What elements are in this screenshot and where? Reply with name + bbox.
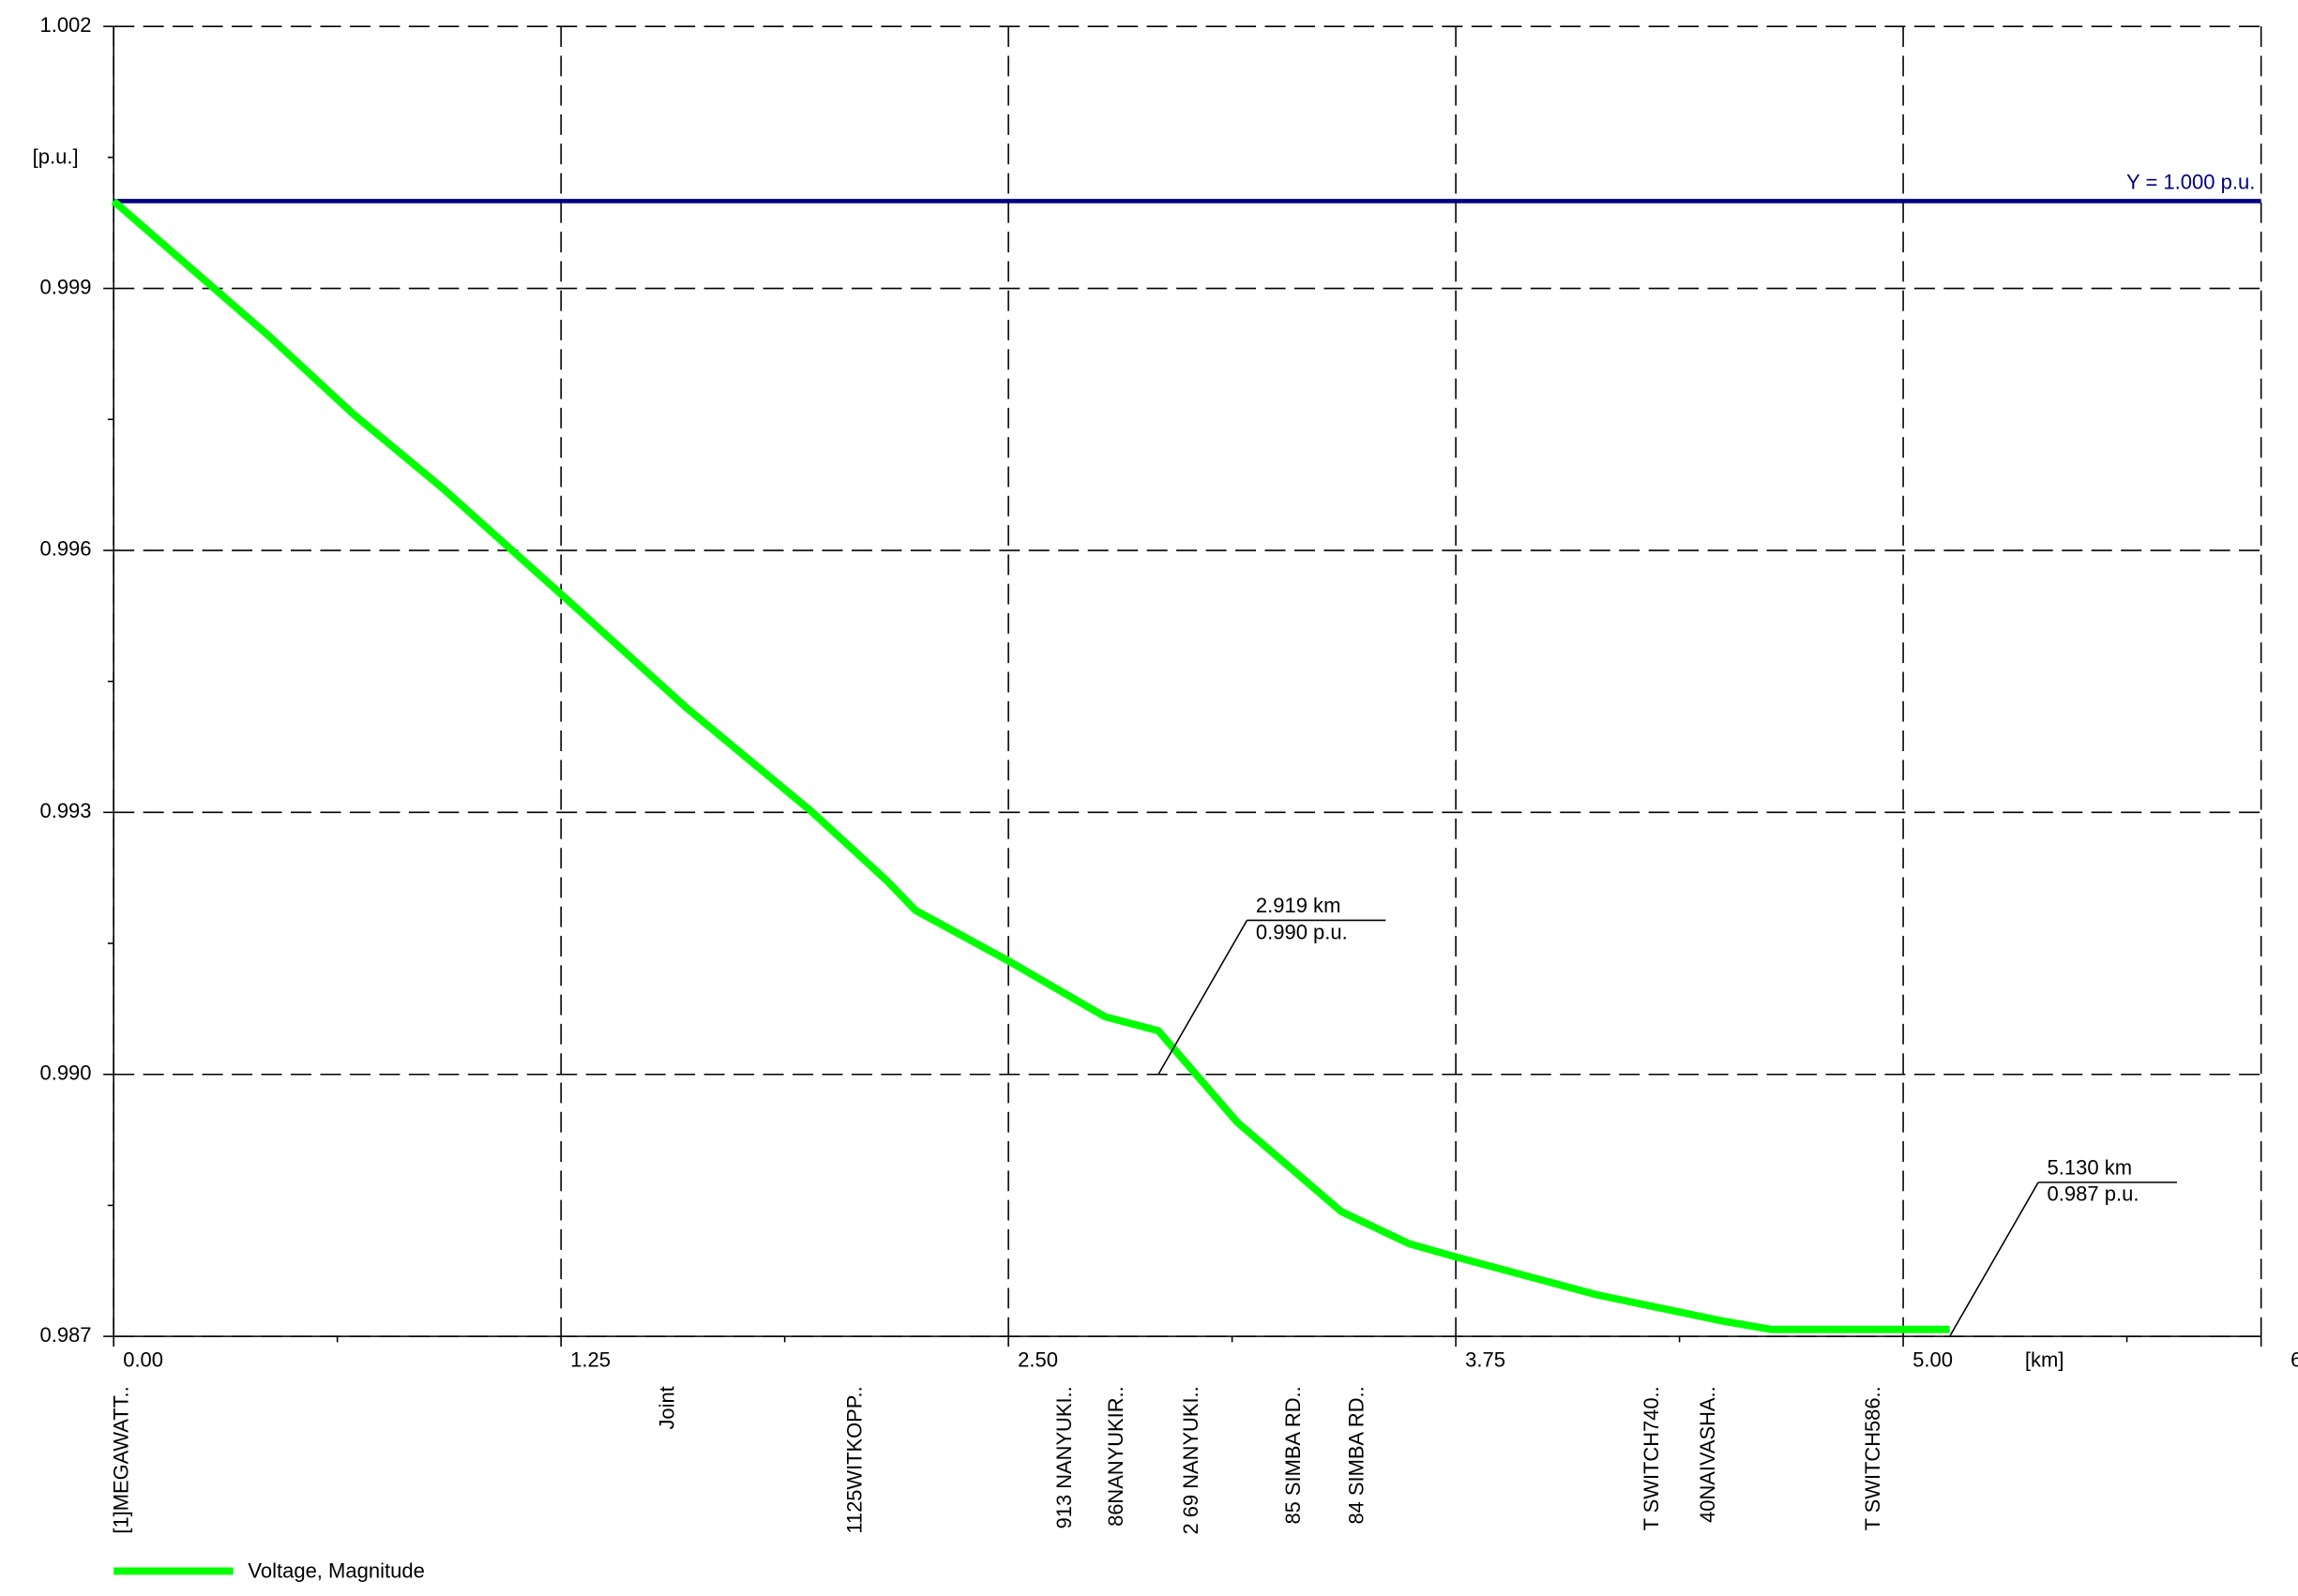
y-tick-label: 0.996: [39, 537, 91, 561]
node-label: T SWITCH740..: [1640, 1386, 1663, 1530]
x-tick-label: 1.25: [570, 1348, 611, 1372]
x-tick-label: 2.50: [1018, 1348, 1058, 1372]
x-tick-label: 5.00: [1912, 1348, 1953, 1372]
x-unit: [km]: [2025, 1348, 2064, 1372]
node-label: 913 NANYUKI..: [1052, 1386, 1076, 1528]
callout-x-label: 5.130 km: [2048, 1156, 2133, 1180]
reference-label: Y = 1.000 p.u.: [2126, 170, 2255, 193]
node-label: Joint: [656, 1386, 679, 1429]
y-tick-label: 1.002: [39, 13, 91, 37]
callout-x-label: 2.919 km: [1256, 894, 1341, 917]
node-label: T SWITCH586..: [1861, 1386, 1884, 1530]
y-tick-label: 0.999: [39, 275, 91, 298]
node-label: [1]MEGAWATT..: [109, 1386, 132, 1533]
callout-leader: [1949, 1182, 2039, 1337]
node-label: 84 SIMBA RD..: [1344, 1386, 1368, 1524]
callout-leader: [1157, 920, 1248, 1076]
node-label: 40NAIVASHA..: [1696, 1386, 1719, 1523]
data-line: [111, 198, 1950, 1333]
node-label: 86NANYUKIR..: [1104, 1386, 1127, 1527]
node-label: 1125WITKOPP..: [842, 1386, 866, 1533]
x-tick-label: 6.: [2290, 1348, 2298, 1372]
legend-label: Voltage, Magnitude: [248, 1559, 425, 1583]
x-tick-label: 3.75: [1465, 1348, 1505, 1372]
y-unit: [p.u.]: [33, 145, 79, 169]
x-tick-label: 0.00: [123, 1348, 163, 1372]
node-label: 2 69 NANYUKI..: [1179, 1386, 1202, 1534]
node-label: 85 SIMBA RD..: [1281, 1386, 1305, 1524]
y-tick-label: 0.987: [39, 1323, 91, 1347]
y-tick-label: 0.993: [39, 799, 91, 822]
callout-y-label: 0.990 p.u.: [1256, 920, 1348, 943]
callout-y-label: 0.987 p.u.: [2048, 1182, 2139, 1206]
y-tick-label: 0.990: [39, 1061, 91, 1085]
